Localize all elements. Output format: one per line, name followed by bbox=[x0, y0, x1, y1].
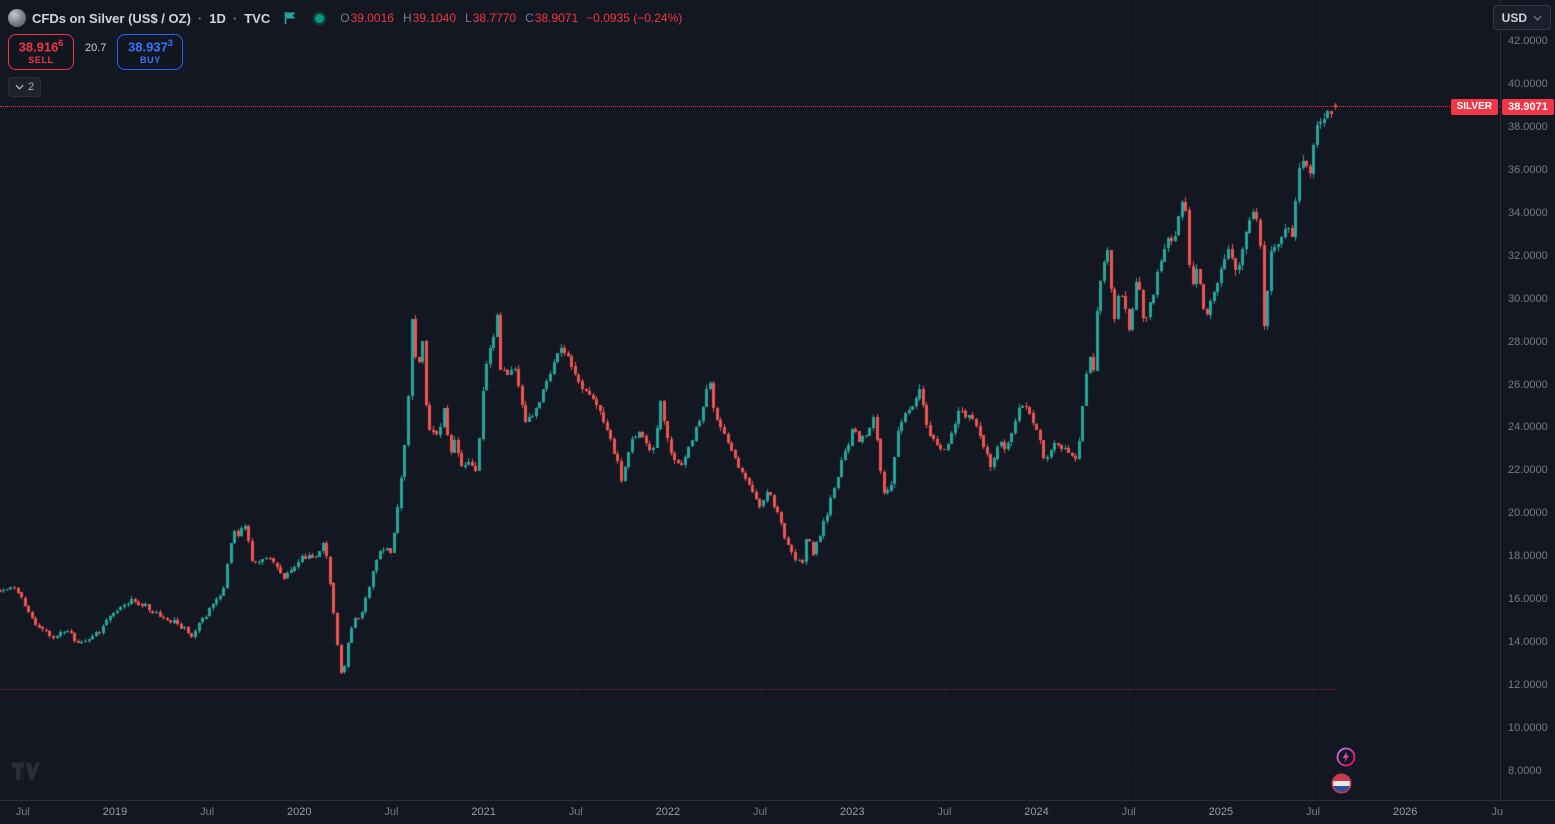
time-tick-label: 2020 bbox=[287, 806, 312, 818]
time-tick-label: 2021 bbox=[471, 806, 496, 818]
sell-price-fraction: 6 bbox=[58, 38, 64, 49]
open-value: 39.0016 bbox=[350, 11, 394, 25]
trade-panel: 38.9166 SELL 20.7 38.9373 BUY bbox=[8, 34, 184, 70]
chevron-down-icon bbox=[1533, 15, 1542, 21]
time-tick-label: 2024 bbox=[1024, 806, 1049, 818]
buy-button[interactable]: 38.9373 BUY bbox=[117, 34, 184, 70]
price-tick-label: 20.0000 bbox=[1508, 507, 1548, 520]
candlestick-chart[interactable] bbox=[0, 0, 1500, 800]
time-tick-label: 2022 bbox=[655, 806, 681, 818]
time-axis[interactable]: Jul 2019 Jul 2020 Jul 2021 Jul 2022 Jul 2023 Jul 20… bbox=[0, 800, 1555, 824]
object-tree-collapse-button[interactable]: 2 bbox=[8, 77, 42, 97]
symbol-title[interactable]: CFDs on Silver (US$ / OZ) bbox=[32, 10, 191, 26]
time-tick-label: Jul bbox=[568, 806, 583, 818]
lightning-icon bbox=[1336, 747, 1356, 767]
sell-button[interactable]: 38.9166 SELL bbox=[8, 34, 74, 70]
exchange-label[interactable]: TVC bbox=[244, 10, 271, 26]
historic-low-price-line bbox=[0, 689, 1335, 691]
time-tick-label: 2026 bbox=[1392, 806, 1418, 818]
low-value: 38.7770 bbox=[472, 11, 517, 25]
price-tick-label: 38.0000 bbox=[1508, 120, 1548, 133]
currency-value: USD bbox=[1501, 10, 1527, 25]
price-tick-label: 36.0000 bbox=[1508, 163, 1548, 176]
close-value: 38.9071 bbox=[534, 11, 579, 25]
current-price-line bbox=[0, 106, 1500, 108]
time-tick-label: Jul bbox=[1121, 806, 1136, 818]
price-tick-label: 34.0000 bbox=[1508, 206, 1548, 219]
object-tree-count: 2 bbox=[28, 81, 35, 93]
time-tick-label: Jul bbox=[15, 806, 30, 818]
price-tick-label: 14.0000 bbox=[1508, 636, 1548, 649]
time-tick-label: Jul bbox=[753, 806, 768, 818]
ohlc-readout: O 39.0016 H 39.1040 L 38.7770 C 38.9071 bbox=[340, 11, 578, 25]
high-label: H bbox=[402, 11, 412, 25]
time-tick-label: 2025 bbox=[1208, 806, 1234, 818]
buy-price-fraction: 3 bbox=[167, 38, 173, 49]
flag-icon[interactable] bbox=[284, 11, 297, 25]
price-tick-label: 28.0000 bbox=[1508, 335, 1548, 348]
symbol-price-tag: SILVER bbox=[1450, 99, 1498, 116]
currency-selector[interactable]: USD bbox=[1492, 5, 1551, 30]
timeframe-label[interactable]: 1D bbox=[209, 10, 226, 26]
price-tick-label: 32.0000 bbox=[1508, 249, 1548, 262]
buy-label: BUY bbox=[140, 54, 161, 65]
price-tick-label: 30.0000 bbox=[1508, 292, 1548, 305]
price-tick-label: 22.0000 bbox=[1508, 464, 1548, 477]
price-tick-label: 18.0000 bbox=[1508, 550, 1548, 563]
separator-dot: · bbox=[232, 10, 238, 26]
us-flag-icon bbox=[1331, 773, 1352, 794]
spread-value: 20.7 bbox=[85, 42, 107, 54]
price-tick-label: 40.0000 bbox=[1508, 77, 1548, 90]
low-label: L bbox=[465, 11, 472, 25]
buy-price: 38.937 bbox=[128, 39, 168, 55]
price-axis[interactable]: 42.0000 40.0000 38.0000 36.0000 34.0000 32.00… bbox=[1500, 0, 1555, 800]
economic-calendar-button[interactable] bbox=[1331, 773, 1352, 794]
price-tick-label: 12.0000 bbox=[1508, 679, 1548, 692]
time-tick-label: Ju bbox=[1491, 806, 1504, 818]
price-tick-label: 8.0000 bbox=[1508, 765, 1542, 777]
time-tick-label: 2019 bbox=[102, 806, 128, 818]
change-value: −0.0935 (−0.24%) bbox=[586, 11, 683, 25]
market-status-icon[interactable] bbox=[315, 13, 325, 23]
symbol-logo[interactable] bbox=[8, 9, 26, 27]
time-tick-label: Jul bbox=[200, 806, 215, 818]
price-tick-label: 42.0000 bbox=[1508, 35, 1548, 47]
symbol-header: CFDs on Silver (US$ / OZ) · 1D · TVC O 39… bbox=[8, 9, 682, 27]
open-label: O bbox=[340, 11, 350, 25]
time-tick-label: Jul bbox=[1306, 806, 1321, 818]
high-value: 39.1040 bbox=[412, 11, 457, 25]
close-label: C bbox=[525, 11, 534, 25]
price-tick-label: 26.0000 bbox=[1508, 378, 1548, 391]
time-tick-label: Jul bbox=[384, 806, 399, 818]
time-tick-label: 2023 bbox=[839, 806, 865, 818]
flash-events-button[interactable] bbox=[1336, 747, 1356, 767]
price-tick-label: 16.0000 bbox=[1508, 593, 1548, 606]
tradingview-watermark[interactable] bbox=[12, 762, 40, 786]
sell-label: SELL bbox=[28, 54, 54, 65]
price-tick-label: 10.0000 bbox=[1508, 722, 1548, 735]
separator-dot: · bbox=[197, 10, 203, 26]
chevron-down-icon bbox=[15, 84, 24, 90]
last-price-tag: 38.9071 bbox=[1502, 99, 1554, 116]
sell-price: 38.916 bbox=[18, 39, 59, 55]
time-tick-label: Jul bbox=[937, 806, 952, 818]
price-tick-label: 24.0000 bbox=[1508, 421, 1548, 434]
